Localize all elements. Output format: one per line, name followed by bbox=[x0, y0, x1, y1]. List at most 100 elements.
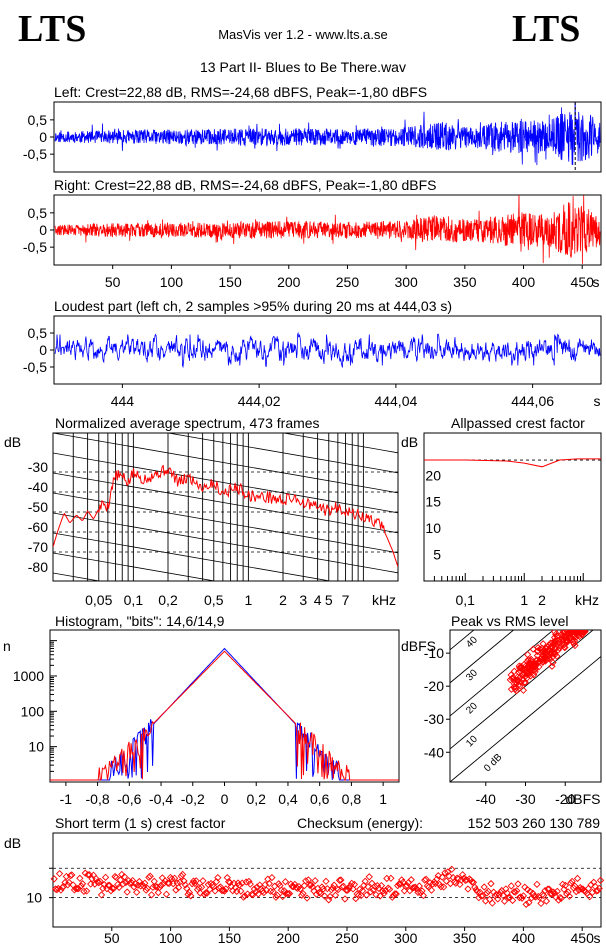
crest-point bbox=[407, 876, 415, 884]
crest-point bbox=[441, 869, 449, 877]
crest-point bbox=[445, 872, 453, 880]
crest-point bbox=[452, 879, 460, 887]
pvr-point bbox=[561, 634, 569, 642]
crest-point bbox=[596, 876, 605, 884]
file-title: 13 Part II- Blues to Be There.wav bbox=[200, 59, 406, 75]
pvr-point bbox=[561, 630, 569, 636]
crest-point bbox=[141, 879, 149, 887]
crest-point bbox=[338, 883, 346, 891]
pvr-xtick-label: -30 bbox=[515, 791, 535, 807]
crest-point bbox=[260, 888, 268, 897]
crest-point bbox=[546, 890, 555, 898]
spectrum-ytick-label: -30 bbox=[28, 459, 48, 475]
crest-point bbox=[211, 887, 219, 895]
crest-point bbox=[298, 891, 306, 899]
crest-point bbox=[256, 881, 264, 889]
crest-point bbox=[372, 891, 380, 899]
crest-xtick-label: 100 bbox=[159, 930, 183, 946]
spectrum-slope-line bbox=[53, 532, 333, 581]
crest-point bbox=[241, 892, 249, 900]
loudest-xtick-label: 444,02 bbox=[238, 393, 281, 409]
spectrum-slope-line bbox=[53, 512, 398, 574]
crest-point bbox=[387, 874, 395, 882]
crest-point bbox=[200, 890, 208, 898]
crest-point bbox=[392, 890, 400, 898]
crest-point bbox=[510, 888, 518, 896]
crest-xtick-label: 300 bbox=[394, 930, 418, 946]
crest-point bbox=[408, 884, 417, 892]
loudest-ytick-label: -0,5 bbox=[23, 359, 47, 375]
crest-point bbox=[453, 874, 461, 882]
pvr-point bbox=[550, 630, 559, 636]
crest-point bbox=[77, 882, 85, 890]
wave-right-series bbox=[54, 195, 601, 264]
crest-point bbox=[326, 892, 334, 901]
crest-point bbox=[376, 892, 384, 900]
pvr-ytick-label: -40 bbox=[424, 744, 444, 760]
crest-point bbox=[133, 888, 141, 896]
pvr-point bbox=[541, 649, 550, 658]
spectrum-ytick-label: -40 bbox=[28, 479, 48, 495]
loudest-xtick-label: 444,04 bbox=[374, 393, 417, 409]
crest-point bbox=[471, 883, 479, 891]
crest-point bbox=[334, 885, 342, 894]
crest-point bbox=[150, 877, 158, 885]
pvr-xunit: dBFS bbox=[565, 791, 600, 807]
crest-point bbox=[120, 873, 129, 881]
pvr-point bbox=[531, 662, 540, 670]
crest-point bbox=[252, 888, 260, 896]
pvr-diagonal-label: 10 bbox=[464, 733, 480, 749]
histogram-xtick-label: 1 bbox=[379, 791, 387, 807]
crest-point bbox=[431, 879, 440, 888]
wave-left-ytick-label: -0,5 bbox=[23, 146, 47, 162]
crest-point bbox=[253, 883, 261, 891]
wave-xtick-label: 300 bbox=[394, 274, 418, 290]
wave-left-title: Left: Crest=22,88 dB, RMS=-24,68 dBFS, P… bbox=[54, 84, 427, 100]
crest-point bbox=[519, 892, 528, 900]
allpass-ytick-label: 15 bbox=[425, 494, 441, 510]
pvr-point bbox=[570, 637, 579, 645]
crest-xtick-label: 400 bbox=[512, 930, 536, 946]
crest-point bbox=[468, 878, 476, 886]
crest-point bbox=[434, 872, 442, 880]
crest-point bbox=[269, 888, 277, 896]
spectrum-xtick-label: 0,05 bbox=[85, 592, 112, 608]
crest-point bbox=[273, 891, 281, 899]
crest-point bbox=[514, 880, 522, 888]
crest-point bbox=[464, 885, 472, 893]
pvr-diagonal bbox=[450, 630, 594, 750]
crest-point bbox=[587, 881, 595, 889]
spectrum-ytick-label: -70 bbox=[28, 539, 48, 555]
crest-point bbox=[183, 884, 191, 893]
crest-point bbox=[199, 877, 207, 885]
crest-point bbox=[261, 880, 269, 889]
pvr-point bbox=[514, 673, 522, 681]
crest-point bbox=[371, 882, 379, 890]
spectrum-frame bbox=[52, 432, 399, 582]
crest-point bbox=[122, 878, 130, 887]
crest-point bbox=[383, 874, 391, 883]
allpass-title: Allpassed crest factor bbox=[451, 415, 585, 431]
crest-point bbox=[327, 886, 336, 894]
spectrum-title: Normalized average spectrum, 473 frames bbox=[55, 415, 320, 431]
wave-xtick-label: 150 bbox=[218, 274, 242, 290]
crest-point bbox=[366, 888, 375, 896]
crest-point bbox=[385, 885, 394, 893]
crest-point bbox=[544, 885, 552, 893]
crest-point bbox=[365, 873, 373, 881]
crest-point bbox=[500, 897, 509, 905]
loudest-ytick-label: 0 bbox=[39, 342, 47, 358]
histogram-xtick-label: -0,4 bbox=[149, 791, 173, 807]
crest-point bbox=[157, 881, 165, 889]
pvr-point bbox=[554, 646, 562, 654]
crest-point bbox=[206, 885, 214, 894]
allpass-ytick-label: 20 bbox=[425, 467, 441, 483]
pvr-ylabel: dBFS bbox=[401, 638, 436, 654]
crest-point bbox=[222, 885, 230, 893]
crest-point bbox=[192, 877, 200, 885]
crest-point bbox=[254, 890, 263, 898]
crest-point bbox=[284, 890, 292, 898]
crest-point bbox=[438, 873, 446, 881]
crest-point bbox=[456, 880, 464, 889]
